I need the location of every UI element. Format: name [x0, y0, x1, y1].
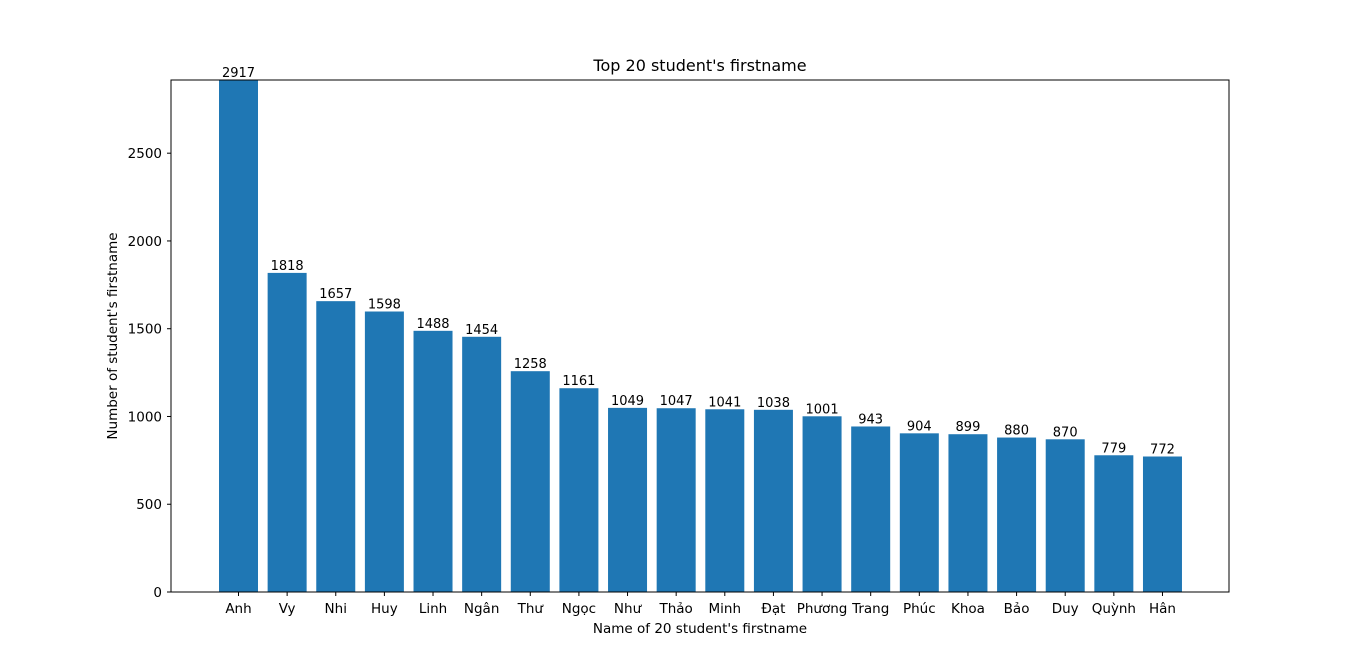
bar-value-label: 1001: [806, 402, 839, 417]
bar: [1142, 456, 1182, 592]
x-tick-label: Quỳnh: [1092, 601, 1136, 617]
x-tick-label: Bảo: [1004, 601, 1030, 617]
x-tick-label: Duy: [1052, 601, 1079, 617]
x-tick-label: Linh: [419, 601, 447, 617]
bar-value-label: 1818: [271, 259, 304, 274]
x-axis-label: Name of 20 student's firstname: [593, 621, 807, 637]
bars-layer: [219, 80, 1182, 592]
bar-value-label: 1038: [757, 396, 790, 411]
x-tick-label: Huy: [371, 601, 398, 617]
x-tick-label: Vy: [279, 601, 296, 617]
x-tick-label: Ngọc: [562, 601, 596, 617]
bar-value-label: 943: [858, 412, 883, 427]
y-tick-label: 2000: [128, 234, 162, 250]
bar: [219, 80, 258, 592]
x-tick-label: Thư: [517, 601, 545, 617]
x-tick-label: Khoa: [951, 601, 985, 617]
bar-value-label: 772: [1150, 443, 1175, 458]
bar: [705, 409, 745, 592]
x-tick-label: Như: [614, 601, 643, 617]
bar: [1045, 439, 1085, 592]
x-tick-label: Anh: [225, 601, 251, 617]
bar-value-label: 1258: [514, 357, 547, 372]
bar: [753, 409, 793, 592]
bar: [316, 301, 356, 592]
x-axis: Anh Vy Nhi Huy Linh Ngân Thư Ngọc Như Thảo Minh Đạt…: [225, 592, 1176, 617]
bar-value-label: 1049: [611, 394, 644, 409]
x-tick-label: Thảo: [658, 601, 692, 617]
bar-value-label: 2917: [222, 66, 255, 81]
x-tick-label: Phương: [797, 601, 848, 617]
x-tick-label: Hân: [1149, 601, 1176, 617]
bar: [802, 416, 842, 592]
bar: [851, 426, 891, 592]
x-tick-label: Đạt: [761, 601, 785, 617]
value-labels-layer: 2917 1818 1657 1598 1488 1454 1258 1161 1049 1047…: [222, 66, 1175, 458]
bar-value-label: 870: [1053, 425, 1078, 440]
chart-title: Top 20 student's firstname: [592, 56, 806, 75]
x-tick-label: Trang: [851, 601, 889, 617]
bar: [997, 437, 1037, 592]
x-tick-label: Ngân: [464, 601, 500, 617]
bar: [948, 434, 988, 592]
bar-value-label: 880: [1004, 424, 1029, 439]
x-tick-label: Nhi: [325, 601, 347, 617]
y-tick-label: 0: [153, 585, 162, 601]
bar: [510, 371, 550, 592]
bar: [656, 408, 696, 592]
bar: [1094, 455, 1134, 592]
bar-value-label: 1657: [319, 287, 352, 302]
bar-value-label: 1454: [465, 323, 498, 338]
bar-value-label: 779: [1101, 441, 1126, 456]
bar-value-label: 1041: [708, 395, 741, 410]
bar-value-label: 1047: [660, 394, 693, 409]
bar-value-label: 1488: [416, 317, 449, 332]
y-tick-label: 1000: [128, 409, 162, 425]
bar-value-label: 1598: [368, 298, 401, 313]
bar-value-label: 1161: [562, 374, 595, 389]
bar-value-label: 899: [956, 420, 981, 435]
bar: [267, 272, 307, 592]
y-axis: 0 500 1000 1500 2000 2500: [128, 146, 171, 601]
bar: [559, 388, 599, 592]
bar: [413, 330, 453, 592]
bar-value-label: 904: [907, 419, 932, 434]
bar: [364, 311, 404, 592]
y-tick-label: 1500: [128, 322, 162, 338]
y-axis-label: Number of student's firstname: [105, 232, 121, 439]
x-tick-label: Phúc: [903, 601, 936, 617]
plot-frame: [170, 79, 1230, 593]
x-tick-label: Minh: [709, 601, 742, 617]
bar: [608, 407, 648, 592]
bar: [899, 433, 939, 592]
bar: [462, 336, 502, 592]
y-tick-label: 2500: [128, 146, 162, 162]
y-tick-label: 500: [136, 497, 162, 513]
